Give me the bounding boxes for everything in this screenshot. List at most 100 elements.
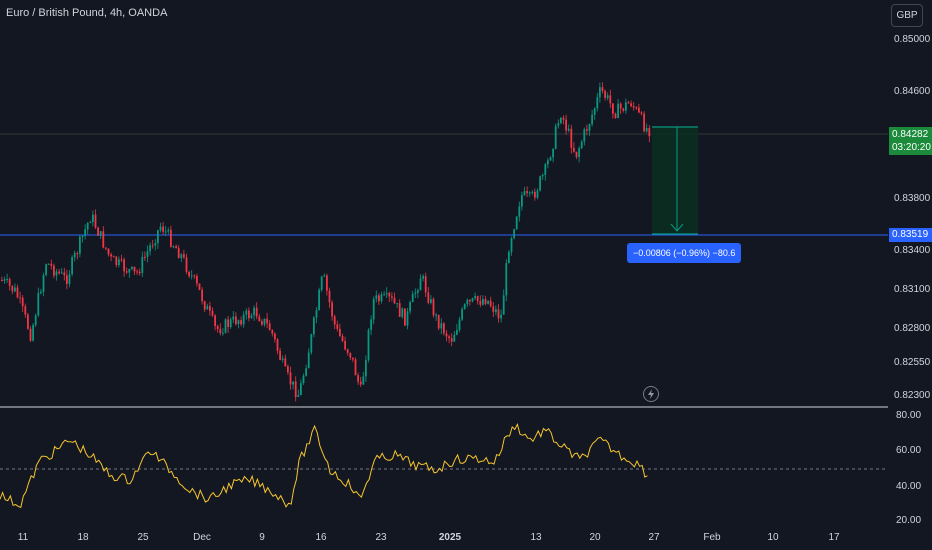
- candle-body: [536, 190, 539, 198]
- candle-body: [89, 222, 92, 224]
- measure-box[interactable]: [652, 127, 698, 234]
- candle-body: [81, 236, 84, 238]
- candle-body: [261, 321, 263, 325]
- candle-body: [118, 259, 120, 265]
- currency-button[interactable]: GBP: [891, 4, 923, 27]
- candle-body: [6, 279, 8, 281]
- candle-body: [177, 248, 180, 259]
- candle-body: [492, 306, 495, 312]
- x-label-2025: 2025: [438, 532, 462, 543]
- candle-body: [539, 176, 541, 191]
- candle-body: [380, 294, 383, 302]
- candle-body: [336, 324, 339, 329]
- candle-body: [632, 106, 635, 108]
- candle-body: [453, 334, 456, 342]
- candle-body: [508, 251, 510, 264]
- candle-body: [411, 293, 414, 303]
- candle-body: [172, 246, 175, 248]
- candle-body: [112, 256, 115, 258]
- candle-body: [383, 294, 385, 296]
- candle-body: [541, 174, 544, 177]
- candle-body: [190, 275, 193, 277]
- candle-body: [354, 359, 357, 376]
- candle-body: [268, 323, 271, 331]
- candle-body: [482, 299, 484, 305]
- candle-body: [365, 360, 367, 377]
- candle-body: [37, 293, 40, 316]
- candle-body: [133, 266, 136, 272]
- candle-body: [320, 276, 323, 290]
- candle-body: [68, 274, 71, 284]
- candle-body: [242, 314, 245, 325]
- candle-body: [50, 263, 53, 266]
- candle-body: [557, 123, 560, 127]
- x-label-17: 17: [828, 532, 840, 543]
- candle-body: [300, 383, 302, 396]
- candle-body: [164, 231, 167, 233]
- price-tick-1: 0.84600: [894, 86, 931, 97]
- candle-body: [495, 309, 497, 312]
- candle-body: [359, 381, 362, 385]
- candle-body: [27, 314, 29, 329]
- candle-body: [84, 229, 86, 237]
- candle-body: [401, 308, 404, 317]
- candle-body: [40, 291, 42, 294]
- candle-body: [240, 320, 242, 325]
- x-label-10: 10: [767, 532, 779, 543]
- replay-button[interactable]: [643, 386, 659, 402]
- candle-body: [297, 395, 300, 398]
- candle-body: [393, 297, 396, 304]
- candle-body: [97, 227, 99, 236]
- candle-body: [86, 222, 89, 230]
- horizontal-line-price-tag: 0.83519: [889, 228, 932, 242]
- candle-body: [505, 263, 508, 296]
- candle-body: [123, 259, 125, 272]
- candle-body: [3, 279, 6, 281]
- candle-body: [443, 323, 445, 334]
- candle-body: [469, 299, 471, 302]
- candle-body: [622, 108, 625, 111]
- candle-body: [456, 330, 458, 335]
- measure-label: −0.00806 (−0.96%) −80.6: [627, 243, 742, 263]
- candle-body: [266, 318, 268, 324]
- candle-body: [29, 328, 32, 341]
- candle-body: [648, 127, 651, 137]
- candle-body: [136, 271, 138, 273]
- candle-body: [21, 297, 24, 307]
- candle-body: [630, 103, 632, 107]
- candle-body: [79, 236, 81, 254]
- candle-body: [404, 308, 406, 326]
- candle-body: [11, 285, 14, 292]
- candle-body: [276, 339, 279, 351]
- candle-body: [562, 117, 565, 120]
- candle-body: [198, 283, 201, 290]
- candle-body: [149, 245, 151, 252]
- candle-body: [201, 289, 203, 302]
- x-label-dec: Dec: [193, 532, 211, 543]
- candle-body: [219, 328, 222, 334]
- candle-body: [258, 316, 261, 322]
- candle-body: [63, 272, 66, 276]
- candle-body: [60, 272, 63, 274]
- candle-body: [463, 304, 466, 309]
- candle-body: [487, 300, 489, 304]
- candle-body: [450, 338, 453, 342]
- candle-body: [612, 103, 614, 114]
- candle-body: [427, 292, 430, 303]
- x-label-16: 16: [315, 532, 327, 543]
- candle-body: [578, 148, 580, 158]
- candle-body: [357, 375, 359, 382]
- candle-body: [185, 257, 188, 272]
- candle-body: [274, 333, 276, 340]
- candle-body: [289, 372, 292, 385]
- candle-body: [588, 124, 591, 131]
- candle-body: [570, 128, 573, 148]
- candle-body: [396, 303, 398, 305]
- candle-body: [58, 271, 60, 274]
- candle-body: [627, 102, 630, 104]
- candle-body: [560, 117, 562, 124]
- candle-body: [167, 229, 170, 232]
- candle-body: [250, 315, 253, 319]
